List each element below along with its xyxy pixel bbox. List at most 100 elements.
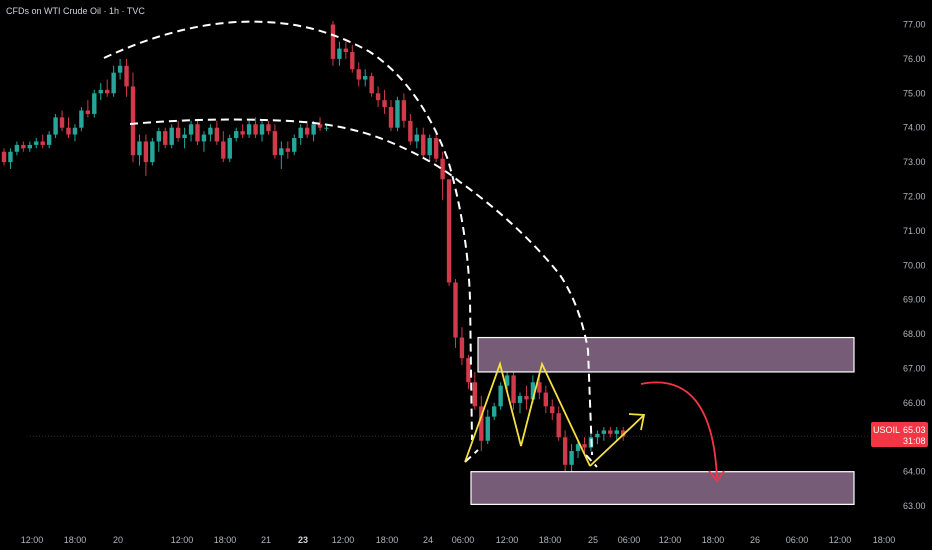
candle: [195, 120, 200, 145]
y-tick-label: 67.00: [903, 364, 926, 374]
y-tick-label: 71.00: [903, 226, 926, 236]
candle: [453, 279, 458, 348]
candle-body: [440, 158, 445, 180]
candle-body: [492, 406, 497, 417]
candle: [517, 392, 523, 414]
candle: [408, 113, 413, 145]
price-axis[interactable]: 63.0064.0065.0066.0067.0068.0069.0070.00…: [903, 20, 926, 512]
candle-body: [163, 131, 168, 145]
candle: [459, 327, 465, 366]
price-tag-countdown: 31:08: [903, 436, 926, 446]
candle-body: [356, 69, 361, 80]
candle-body: [375, 93, 381, 101]
candle-body: [1, 151, 7, 163]
candle-body: [156, 131, 161, 142]
candle: [382, 89, 387, 114]
candle: [8, 148, 13, 169]
y-tick-label: 70.00: [903, 260, 926, 270]
candle-body: [550, 406, 555, 414]
y-tick-label: 69.00: [903, 295, 926, 305]
candle-body: [266, 124, 271, 132]
candle: [401, 93, 407, 128]
candle: [14, 141, 20, 156]
zones-layer: [470, 336, 855, 505]
candle-body: [433, 138, 439, 159]
candle: [175, 120, 181, 142]
candle: [46, 131, 52, 149]
candle: [414, 127, 419, 149]
candle-body: [59, 117, 65, 128]
candle: [156, 127, 161, 152]
x-tick-label: 06:00: [786, 535, 809, 545]
time-axis[interactable]: 12:00 18:00 20 12:00 18:00 21 23 12:00 18:00 24 06…: [21, 535, 896, 545]
x-tick-label: 06:00: [618, 535, 641, 545]
candle-body: [298, 127, 303, 139]
candle-body: [117, 65, 123, 73]
candle: [266, 120, 271, 135]
candle: [92, 89, 97, 118]
outer-arc-curve: [103, 20, 473, 441]
candle-body: [85, 110, 91, 114]
candle-body: [137, 141, 142, 156]
candle: [556, 406, 561, 441]
candle: [105, 79, 110, 97]
candle-body: [343, 48, 349, 53]
candle-body: [34, 141, 39, 145]
candle: [614, 426, 619, 441]
candle: [98, 82, 103, 101]
candle: [350, 45, 355, 73]
candle: [182, 127, 187, 149]
candle: [369, 72, 374, 97]
x-tick-label: 21: [261, 535, 271, 545]
candle: [201, 131, 207, 152]
x-tick-label: 12:00: [332, 535, 355, 545]
candle-body: [324, 127, 329, 129]
candle: [259, 120, 265, 142]
candle-body: [272, 131, 278, 156]
candle-body: [53, 117, 58, 135]
candle-body: [253, 124, 258, 135]
candle: [21, 141, 26, 152]
candle: [356, 62, 361, 87]
candle-body: [395, 100, 400, 128]
candle-body: [530, 382, 536, 400]
candle: [337, 41, 342, 66]
y-tick-label: 64.00: [903, 467, 926, 477]
candle: [608, 426, 613, 438]
candle-body: [608, 430, 613, 434]
candle: [117, 58, 123, 80]
y-tick-label: 72.00: [903, 192, 926, 202]
candle-body: [317, 124, 323, 128]
candle: [240, 124, 245, 139]
candle: [143, 134, 149, 176]
candle-body: [240, 131, 245, 135]
candle-body: [337, 48, 342, 59]
price-tag-box: [871, 422, 928, 447]
x-tick-label: 12:00: [171, 535, 194, 545]
candle-body: [569, 451, 574, 465]
candle: [582, 437, 587, 455]
candle: [569, 444, 574, 472]
x-tick-label: 23: [298, 535, 308, 545]
candle-body: [621, 430, 626, 437]
x-tick-label: 18:00: [702, 535, 725, 545]
candle: [208, 124, 213, 142]
candle-body: [543, 392, 548, 407]
candle: [543, 385, 548, 414]
x-tick-label: 18:00: [64, 535, 87, 545]
x-tick-label: 18:00: [873, 535, 896, 545]
candle-body: [214, 127, 220, 142]
candle-body: [285, 148, 290, 152]
x-tick-label: 12:00: [21, 535, 44, 545]
candle-body: [363, 76, 368, 80]
candle: [27, 141, 32, 152]
candle-body: [562, 437, 568, 465]
x-tick-label: 12:00: [829, 535, 852, 545]
candle: [292, 134, 297, 156]
candle-body: [130, 86, 136, 156]
candle: [40, 134, 45, 149]
candle-body: [175, 127, 181, 139]
x-tick-label: 18:00: [376, 535, 399, 545]
